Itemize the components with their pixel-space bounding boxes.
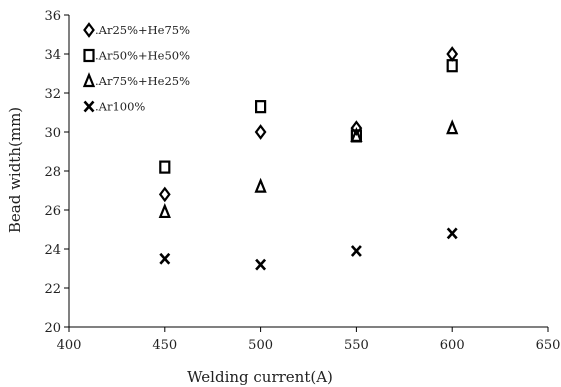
y-tick-label: 26 (44, 204, 61, 219)
legend: .Ar25%+He75% .Ar50%+He50% .Ar75%+He25% .Ar1… (82, 22, 190, 114)
legend-label: .Ar75%+He25% (95, 74, 190, 88)
y-tick-label: 32 (44, 87, 61, 102)
data-point-diamond (446, 46, 459, 62)
legend-item: .Ar25%+He75% (83, 22, 190, 38)
legend-item: .Ar100% (83, 100, 145, 114)
legend-label: .Ar100% (95, 100, 145, 114)
data-point-diamond (350, 120, 363, 136)
data-point-triangle (158, 203, 171, 219)
x-axis-label: Welding current(A) (187, 368, 333, 386)
x-tick-label: 650 (536, 338, 561, 353)
legend-item: .Ar50%+He50% (83, 48, 190, 63)
data-point-x (255, 258, 267, 271)
data-point-triangle (254, 177, 267, 193)
data-point-x (159, 252, 171, 265)
y-tick-label: 34 (44, 48, 61, 63)
legend-marker-triangle (82, 72, 96, 88)
data-point-x (446, 227, 458, 240)
y-tick-label: 22 (44, 282, 61, 297)
data-point-diamond (158, 186, 171, 203)
y-axis-label: Bead width(mm) (6, 107, 24, 233)
x-tick-label: 500 (248, 338, 273, 353)
x-tick-label: 450 (152, 338, 177, 353)
legend-marker-diamond (83, 22, 95, 38)
legend-marker-x (83, 100, 95, 113)
data-point-square (159, 160, 171, 174)
legend-label: .Ar50%+He50% (95, 49, 190, 63)
legend-label: .Ar25%+He75% (95, 23, 190, 37)
data-point-diamond (254, 124, 267, 140)
ticks: 400 450 500 550 600 650 20 22 24 26 28 30 32 34 36 (44, 9, 560, 353)
x-tick-label: 600 (440, 338, 465, 353)
data-point-square (446, 59, 458, 73)
y-tick-label: 30 (44, 126, 61, 141)
x-tick-label: 400 (57, 338, 82, 353)
data-point-square (255, 100, 267, 114)
data-point-triangle (350, 126, 363, 142)
legend-item: .Ar75%+He25% (82, 72, 190, 88)
legend-marker-square (83, 48, 95, 63)
data-point-triangle (446, 119, 459, 135)
y-tick-label: 24 (44, 243, 61, 258)
y-tick-label: 36 (44, 9, 61, 24)
x-tick-label: 550 (344, 338, 369, 353)
data-points (158, 46, 459, 271)
y-tick-label: 28 (44, 165, 61, 180)
data-point-x (350, 245, 362, 257)
y-tick-label: 20 (44, 321, 61, 336)
